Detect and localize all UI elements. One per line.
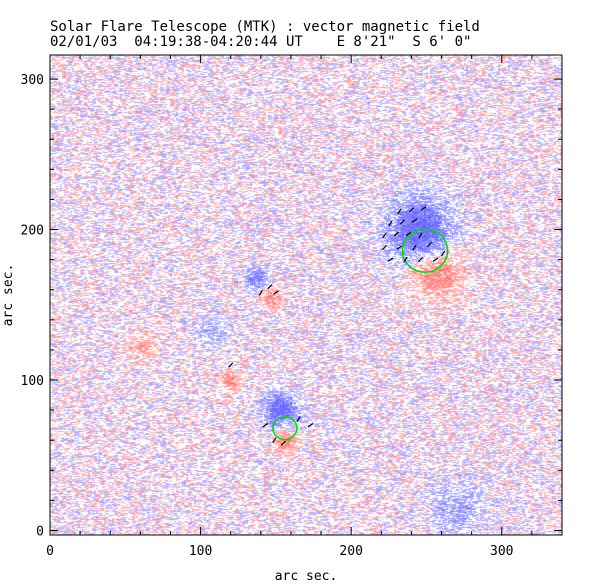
field-vector <box>412 244 417 251</box>
field-vector <box>417 257 423 263</box>
field-vector <box>405 231 412 237</box>
field-vector <box>381 245 387 251</box>
field-vector <box>258 289 263 296</box>
field-vector <box>440 250 446 257</box>
field-vector <box>396 245 403 250</box>
field-vector <box>388 220 393 227</box>
y-axis-label: arc sec. <box>1 264 16 327</box>
magnetogram-image <box>50 55 562 535</box>
field-vector <box>397 208 402 215</box>
x-tick-label: 300 <box>490 544 513 559</box>
chart-subtitle: 02/01/03 04:19:38-04:20:44 UT E 8'21" S … <box>50 34 472 50</box>
field-vector <box>262 422 269 428</box>
x-tick-label: 0 <box>46 544 54 559</box>
y-tick-label: 300 <box>21 73 44 88</box>
plot-frame <box>49 54 563 536</box>
field-vector <box>420 206 427 211</box>
x-tick-label: 200 <box>339 544 362 559</box>
field-vector <box>393 231 399 237</box>
y-tick-label: 100 <box>21 374 44 389</box>
field-vector <box>403 256 408 263</box>
x-axis-label: arc sec. <box>275 569 338 584</box>
contour-0 <box>401 228 449 273</box>
x-tick-label: 100 <box>189 544 212 559</box>
field-vector <box>387 257 394 262</box>
field-vector <box>399 219 405 225</box>
y-tick-label: 0 <box>36 524 44 539</box>
field-vector <box>273 290 279 295</box>
field-vector <box>267 284 273 290</box>
field-vector <box>432 257 439 262</box>
field-vector <box>280 440 286 446</box>
field-vector <box>382 232 387 239</box>
field-vector <box>296 416 301 422</box>
field-vector <box>307 422 314 428</box>
y-tick-label: 200 <box>21 224 44 239</box>
field-vector <box>411 218 418 223</box>
field-vector <box>408 207 414 213</box>
field-vector <box>426 242 433 248</box>
field-vector <box>418 232 423 239</box>
field-vector <box>272 437 277 444</box>
field-vector <box>228 362 234 368</box>
contour-1 <box>272 415 298 441</box>
chart-title: Solar Flare Telescope (MTK) : vector mag… <box>50 19 480 35</box>
